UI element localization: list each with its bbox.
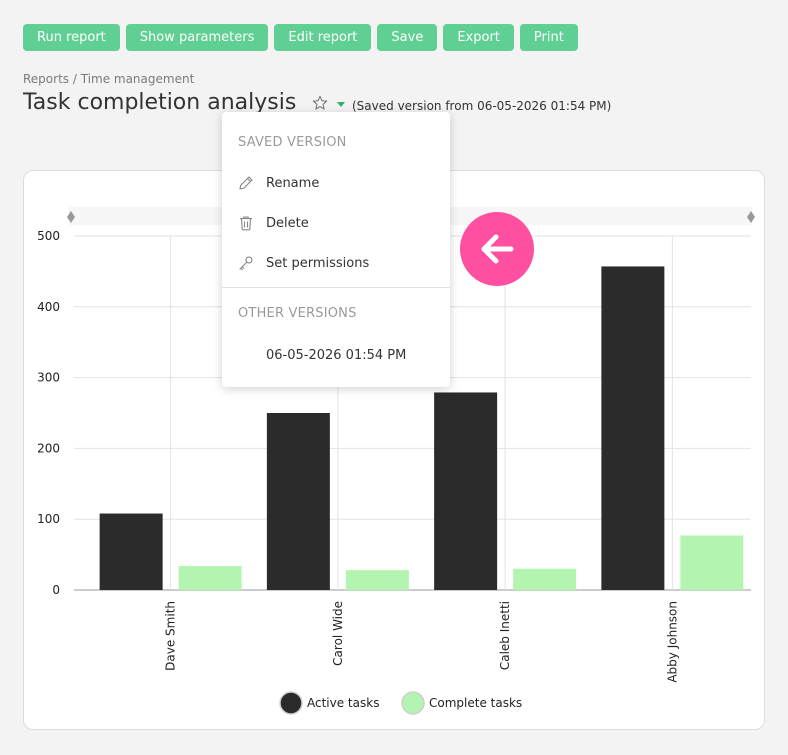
save-button[interactable]: Save [377, 24, 438, 51]
active-tasks-bar [266, 413, 330, 590]
show-parameters-button[interactable]: Show parameters [125, 24, 269, 51]
active-tasks-bar [99, 513, 163, 590]
set-permissions-menu-item[interactable]: Set permissions [222, 246, 450, 280]
x-tick-label: Carol Wide [331, 601, 345, 666]
legend-swatch-complete [401, 691, 425, 715]
y-tick-label: 200 [37, 441, 60, 455]
edit-report-button[interactable]: Edit report [274, 24, 372, 51]
x-tick-label: Dave Smith [164, 601, 178, 671]
range-handle-right [747, 211, 755, 223]
version-item-label: 06-05-2026 01:54 PM [266, 347, 407, 363]
run-report-button[interactable]: Run report [23, 24, 120, 51]
complete-tasks-bar [345, 570, 409, 590]
trash-icon [240, 216, 252, 231]
version-menu: SAVED VERSION Rename Delete Set permissi… [222, 112, 450, 387]
y-tick-label: 300 [37, 371, 60, 385]
menu-divider [222, 287, 450, 288]
y-tick-label: 0 [52, 583, 60, 597]
other-versions-header: OTHER VERSIONS [238, 306, 357, 321]
key-icon [239, 256, 253, 271]
y-tick-label: 100 [37, 512, 60, 526]
x-tick-label: Caleb Inetti [498, 601, 512, 670]
version-item[interactable]: 06-05-2026 01:54 PM [222, 338, 450, 372]
print-button[interactable]: Print [519, 24, 578, 51]
set-permissions-label: Set permissions [266, 255, 370, 271]
delete-menu-item[interactable]: Delete [222, 206, 450, 240]
complete-tasks-bar [178, 565, 242, 590]
version-note: (Saved version from 06-05-2026 01:54 PM) [352, 99, 612, 113]
arrow-left-icon [481, 234, 514, 264]
page-title: Task completion analysis [23, 90, 297, 115]
range-handle-left [67, 211, 75, 223]
x-tick-label: Abby Johnson [665, 601, 679, 683]
y-tick-label: 500 [37, 229, 60, 243]
legend-label-complete: Complete tasks [429, 696, 522, 710]
caret-down-icon[interactable] [337, 102, 345, 107]
bar-chart: 0 100 200 300 400 500 Dave Smith Carol Wide Cale… [37, 207, 755, 715]
complete-tasks-bar [680, 535, 744, 590]
complete-tasks-bar [513, 568, 577, 590]
legend-swatch-active [279, 691, 303, 715]
legend-label-active: Active tasks [307, 696, 379, 710]
active-tasks-bar [434, 392, 498, 590]
rename-label: Rename [266, 175, 320, 191]
back-button[interactable] [460, 212, 534, 286]
y-tick-label: 400 [37, 300, 60, 314]
export-button[interactable]: Export [443, 24, 514, 51]
saved-version-header: SAVED VERSION [238, 135, 347, 150]
star-outline-icon[interactable] [312, 95, 328, 111]
pencil-icon [239, 176, 253, 190]
delete-label: Delete [266, 215, 309, 231]
active-tasks-bar [601, 266, 665, 590]
toolbar: Run report Show parameters Edit report S… [23, 24, 578, 51]
rename-menu-item[interactable]: Rename [222, 166, 450, 200]
breadcrumb[interactable]: Reports / Time management [23, 72, 195, 86]
